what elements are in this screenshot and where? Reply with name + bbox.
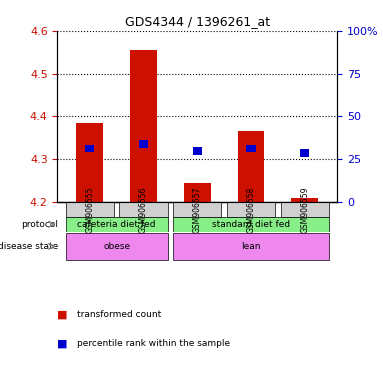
FancyBboxPatch shape — [173, 217, 329, 232]
FancyBboxPatch shape — [65, 233, 168, 260]
Text: ■: ■ — [57, 310, 68, 320]
Text: obese: obese — [103, 242, 130, 251]
Text: lean: lean — [241, 242, 261, 251]
Bar — [193, 147, 202, 155]
FancyBboxPatch shape — [65, 202, 114, 217]
Bar — [300, 149, 309, 157]
Text: GSM906555: GSM906555 — [85, 186, 94, 233]
Text: standard diet fed: standard diet fed — [212, 220, 290, 229]
Bar — [85, 145, 95, 152]
Bar — [76, 123, 103, 202]
FancyBboxPatch shape — [173, 202, 221, 217]
Text: percentile rank within the sample: percentile rank within the sample — [77, 339, 230, 348]
Text: GSM906559: GSM906559 — [300, 186, 309, 233]
Text: GSM906557: GSM906557 — [193, 186, 202, 233]
FancyBboxPatch shape — [119, 202, 168, 217]
Text: transformed count: transformed count — [77, 310, 161, 319]
FancyBboxPatch shape — [65, 217, 168, 232]
FancyBboxPatch shape — [281, 202, 329, 217]
FancyBboxPatch shape — [173, 233, 329, 260]
Bar — [291, 198, 318, 202]
FancyBboxPatch shape — [227, 202, 275, 217]
Text: GSM906558: GSM906558 — [247, 186, 255, 233]
Bar — [130, 50, 157, 202]
Text: GSM906556: GSM906556 — [139, 186, 148, 233]
Text: protocol: protocol — [21, 220, 59, 229]
Text: ■: ■ — [57, 339, 68, 349]
Bar — [139, 141, 148, 148]
Title: GDS4344 / 1396261_at: GDS4344 / 1396261_at — [125, 15, 270, 28]
Text: disease state: disease state — [0, 242, 59, 251]
Bar — [237, 131, 264, 202]
Text: cafeteria diet fed: cafeteria diet fed — [77, 220, 156, 229]
Bar — [246, 145, 256, 152]
Bar — [184, 183, 211, 202]
